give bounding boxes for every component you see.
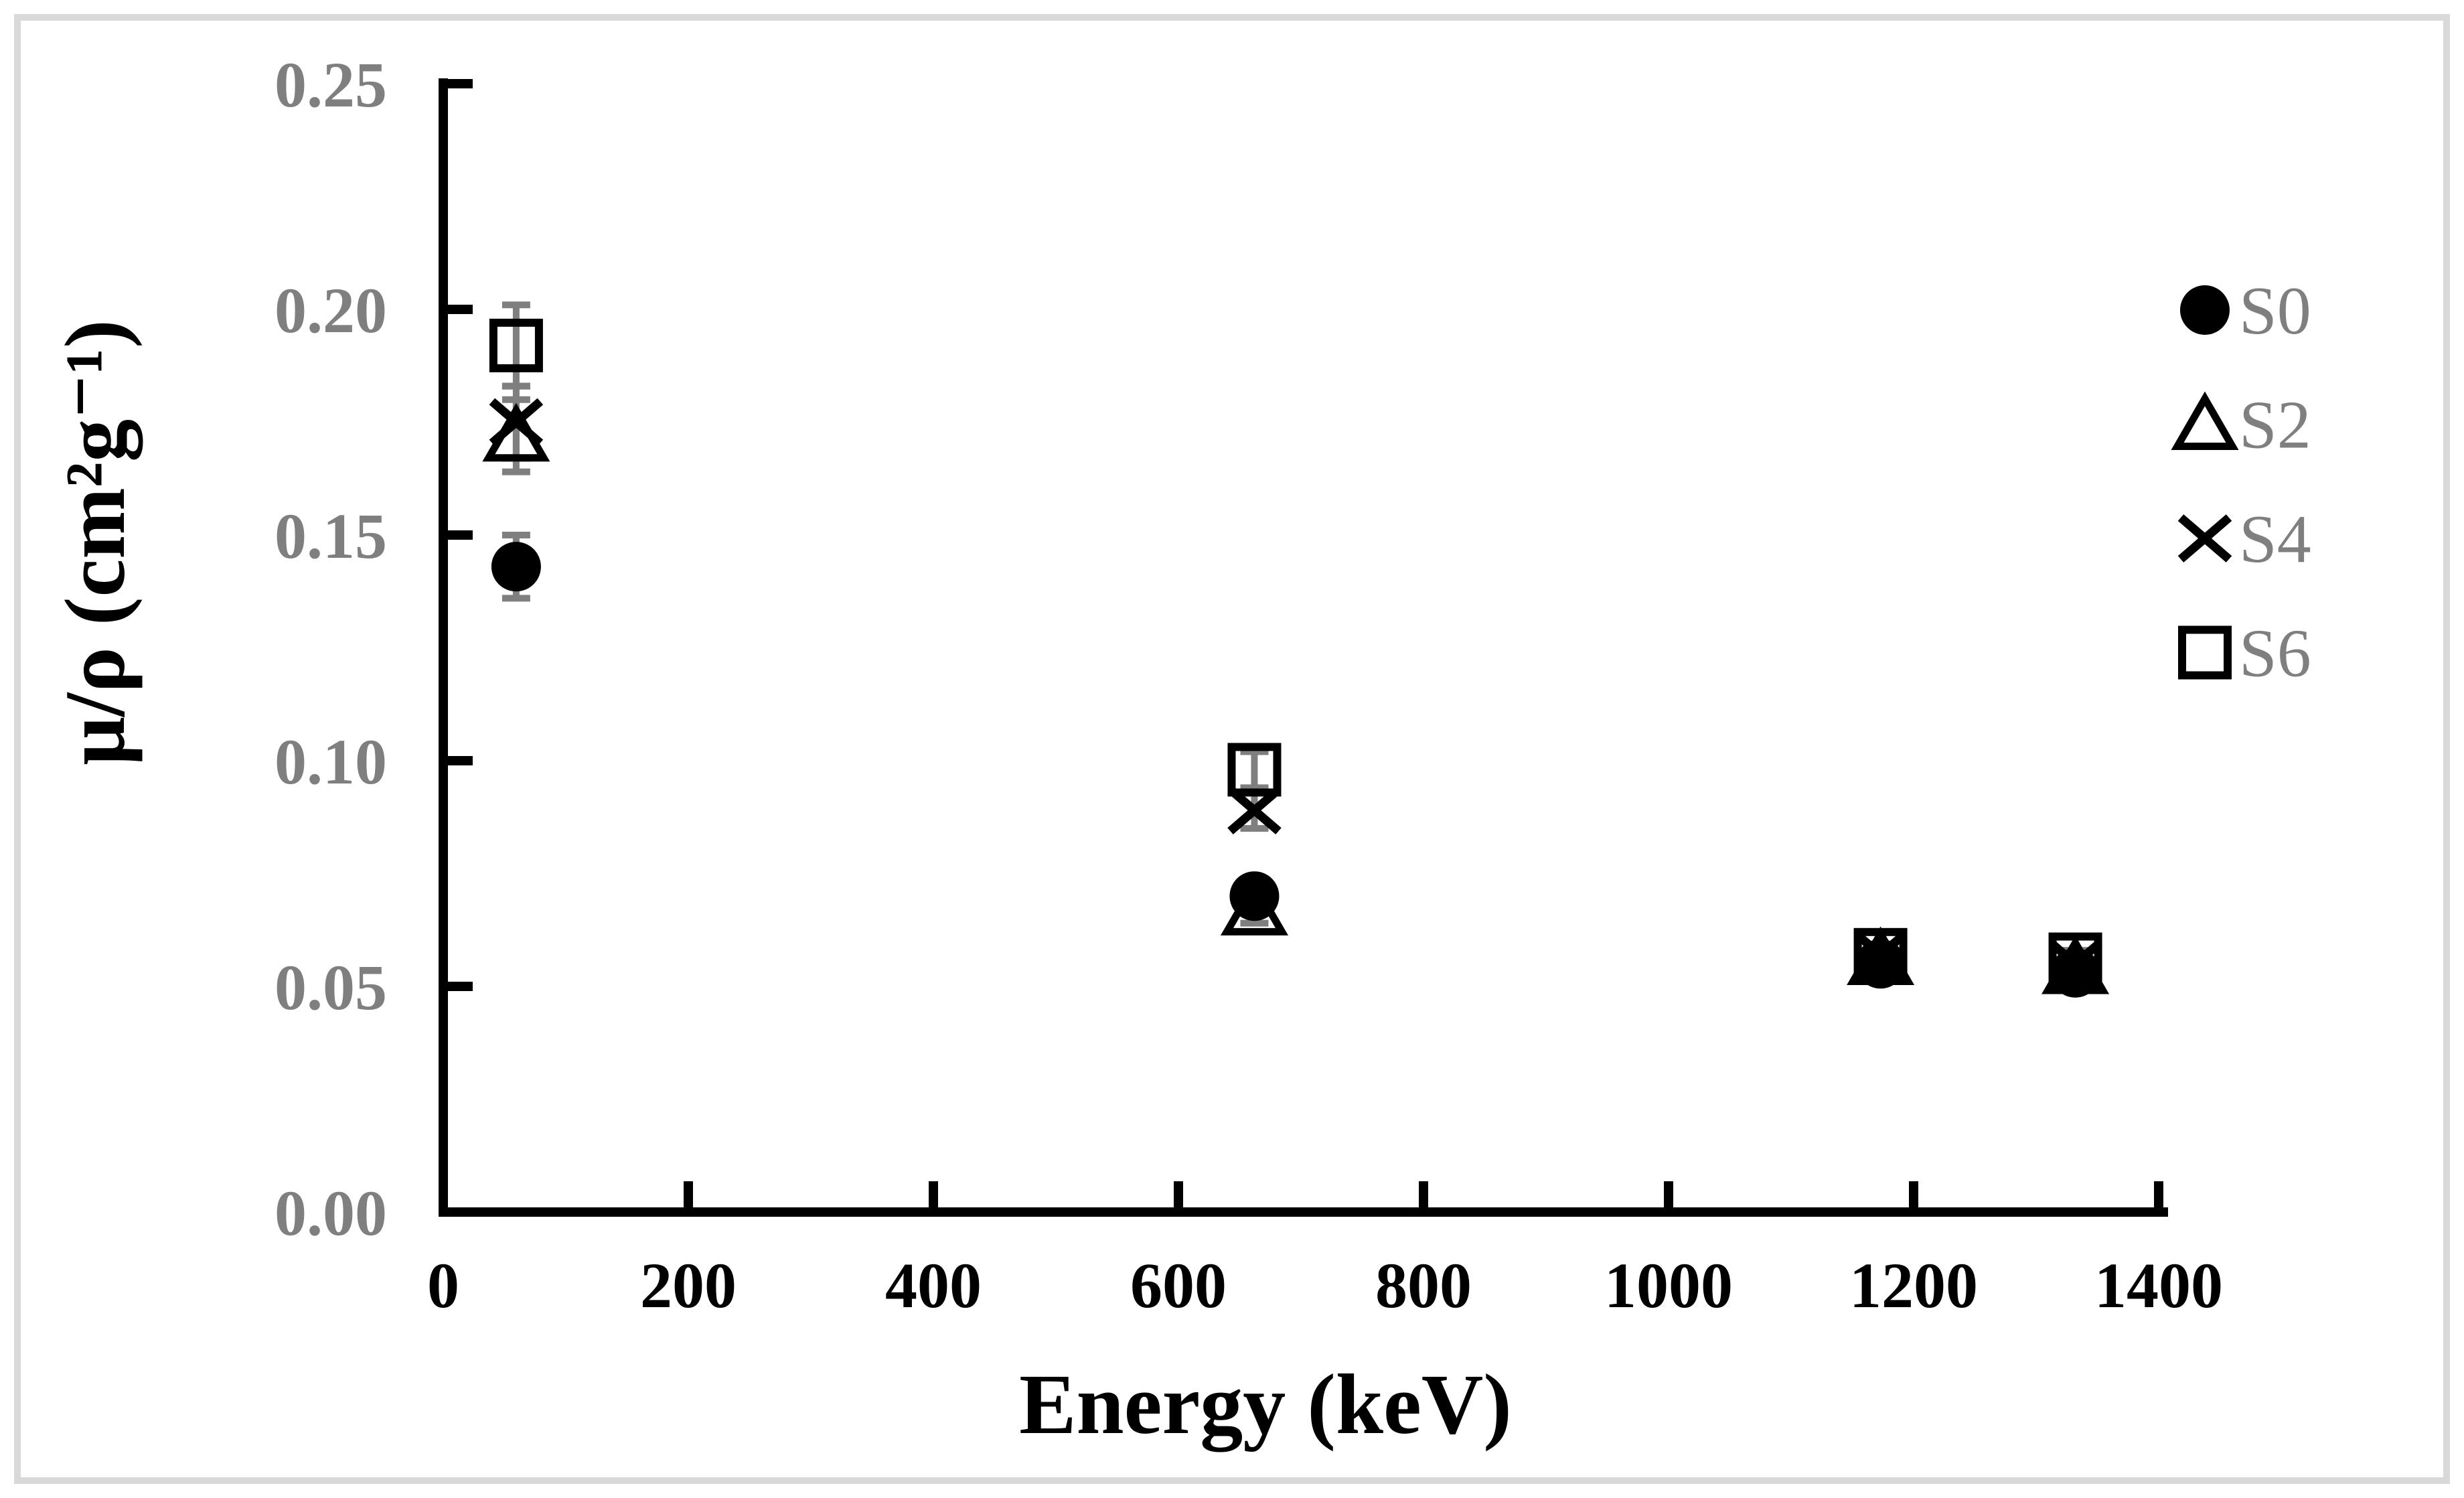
x-tick-label: 600	[1130, 1250, 1227, 1321]
x-tick-label: 0	[427, 1250, 459, 1321]
legend-label-S0: S0	[2239, 273, 2311, 349]
y-tick-label: 0.10	[275, 726, 387, 798]
x-tick-label: 1000	[1604, 1250, 1733, 1321]
data-point-S6	[489, 318, 543, 372]
legend-marker-S4	[2177, 514, 2232, 563]
x-tick-label: 800	[1375, 1250, 1472, 1321]
data-point-S0	[1229, 871, 1280, 921]
data-point-S6	[2048, 932, 2102, 986]
legend-marker-S2	[2171, 391, 2239, 450]
legend-label-S2: S2	[2239, 387, 2311, 463]
legend-marker-S0	[2179, 285, 2230, 335]
y-tick-label: 0.00	[275, 1177, 387, 1249]
y-tick-label: 0.15	[275, 500, 387, 572]
data-point-S4	[489, 398, 544, 447]
legend-marker-S6	[2177, 625, 2232, 680]
data-point-S6	[1227, 743, 1282, 797]
data-point-S6	[1853, 927, 1908, 982]
y-tick-label: 0.05	[275, 952, 387, 1023]
x-axis-title: Energy (keV)	[1019, 1357, 1512, 1452]
plot-area: 0.00 0.05 0.10 0.15 0.20 0.25 0 200 400 600 800 100…	[275, 49, 2311, 1321]
x-tick-label: 200	[640, 1250, 737, 1321]
data-point-S0	[491, 542, 541, 592]
legend-label-S4: S4	[2239, 502, 2311, 577]
y-tick-label: 0.25	[275, 49, 387, 121]
y-axis-title: μ/ρ (cm²g⁻¹)	[48, 319, 143, 765]
x-tick-label: 1400	[2094, 1250, 2223, 1321]
data-point-S0	[2050, 948, 2100, 998]
legend-label-S6: S6	[2239, 615, 2311, 691]
x-tick-label: 1200	[1849, 1250, 1978, 1321]
x-tick-label: 400	[885, 1250, 982, 1321]
y-tick-label: 0.20	[275, 275, 387, 346]
